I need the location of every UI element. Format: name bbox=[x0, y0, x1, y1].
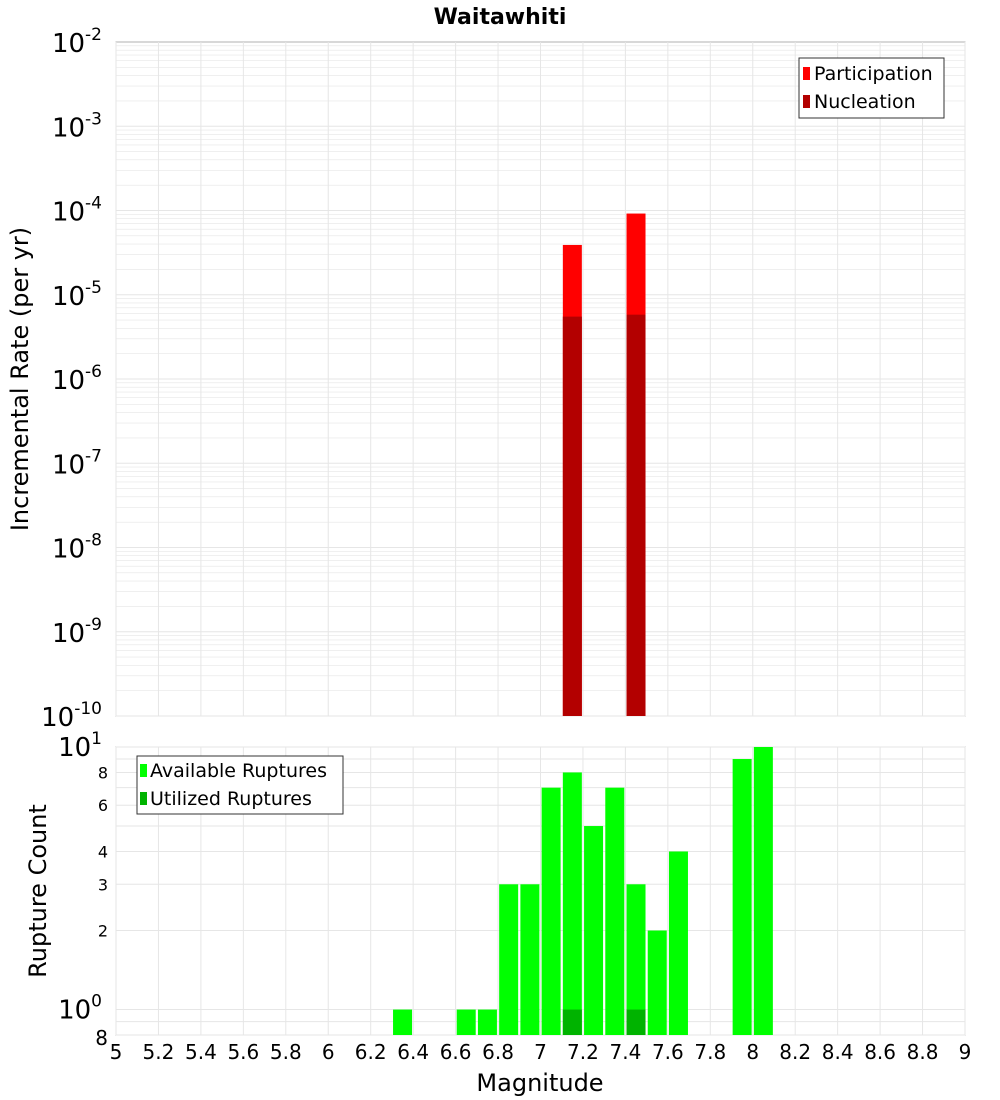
available-ruptures-bar bbox=[520, 884, 540, 1035]
x-tick-label: 7.8 bbox=[694, 1040, 726, 1064]
nucleation-bar bbox=[626, 314, 646, 716]
available-ruptures-bar bbox=[456, 1009, 476, 1035]
bottom-bars bbox=[393, 747, 773, 1035]
available-ruptures-bar bbox=[753, 747, 773, 1035]
bottom-y-tick-label: 3 bbox=[98, 875, 108, 894]
top-y-axis-label: Incremental Rate (per yr) bbox=[6, 227, 34, 531]
legend-label-nucleation: Nucleation bbox=[814, 91, 916, 113]
x-tick-label: 5.8 bbox=[270, 1040, 302, 1064]
x-tick-label: 5.4 bbox=[185, 1040, 217, 1064]
available-ruptures-bar bbox=[541, 787, 561, 1035]
available-ruptures-bar bbox=[477, 1009, 497, 1035]
legend-label-utilized: Utilized Ruptures bbox=[150, 788, 312, 810]
x-tick-label: 7.2 bbox=[567, 1040, 599, 1064]
bottom-legend: Available Ruptures Utilized Ruptures bbox=[136, 755, 344, 815]
bottom-y-tick-label: 100 bbox=[58, 992, 102, 1026]
top-y-tick-label: 10-9 bbox=[52, 615, 102, 649]
bottom-y-tick-label: 101 bbox=[58, 729, 102, 763]
x-tick-label: 6.2 bbox=[355, 1040, 387, 1064]
legend-label-participation: Participation bbox=[814, 63, 933, 85]
x-tick-labels: 5 5.2 5.4 5.6 5.8 6 6.2 6.4 6.6 6.8 7 7.2 7.4 7.6 7.8 8… bbox=[110, 1040, 972, 1064]
bottom-gridlines bbox=[115, 746, 966, 1036]
top-y-tick-label: 10-3 bbox=[52, 109, 102, 143]
top-y-tick-labels: 10-10 10-9 10-8 10-7 10-6 10-5 10-4 10-3 10-2 bbox=[41, 25, 102, 733]
x-tick-label: 9 bbox=[959, 1040, 972, 1064]
bottom-legend-box bbox=[136, 755, 344, 815]
chart-title: Waitawhiti bbox=[434, 5, 567, 30]
top-legend-box bbox=[798, 57, 945, 119]
bottom-y-tick-label: 8 bbox=[95, 1026, 108, 1050]
top-y-tick-label: 10-6 bbox=[52, 362, 102, 396]
x-tick-label: 8.8 bbox=[907, 1040, 939, 1064]
x-tick-label: 6 bbox=[322, 1040, 335, 1064]
x-tick-label: 6.4 bbox=[397, 1040, 429, 1064]
top-gridlines bbox=[115, 42, 966, 717]
legend-swatch-available bbox=[140, 764, 147, 777]
x-tick-label: 8 bbox=[746, 1040, 759, 1064]
top-y-tick-label: 10-8 bbox=[52, 531, 102, 565]
available-ruptures-bar bbox=[626, 884, 646, 1035]
x-tick-label: 8.4 bbox=[822, 1040, 854, 1064]
legend-swatch-nucleation bbox=[803, 95, 810, 108]
top-legend: Participation Nucleation bbox=[798, 57, 945, 119]
x-tick-label: 7.4 bbox=[609, 1040, 641, 1064]
top-y-tick-label: 10-7 bbox=[52, 446, 102, 480]
nucleation-bar bbox=[562, 316, 582, 716]
legend-label-available: Available Ruptures bbox=[150, 760, 327, 782]
x-tick-label: 6.8 bbox=[482, 1040, 514, 1064]
bottom-y-tick-label: 4 bbox=[98, 842, 108, 861]
available-ruptures-bar bbox=[732, 759, 752, 1035]
x-tick-label: 6.6 bbox=[440, 1040, 472, 1064]
x-tick-label: 5.2 bbox=[143, 1040, 175, 1064]
x-tick-label: 7 bbox=[534, 1040, 547, 1064]
bottom-y-tick-label: 2 bbox=[98, 922, 108, 941]
x-tick-label: 8.2 bbox=[779, 1040, 811, 1064]
x-tick-label: 5.6 bbox=[227, 1040, 259, 1064]
available-ruptures-bar bbox=[647, 930, 667, 1035]
utilized-ruptures-bar bbox=[626, 1009, 646, 1035]
x-tick-label: 7.6 bbox=[652, 1040, 684, 1064]
utilized-ruptures-bar bbox=[562, 1009, 582, 1035]
bottom-y-axis-label: Rupture Count bbox=[24, 804, 52, 978]
bottom-y-tick-label: 8 bbox=[98, 763, 108, 782]
bottom-y-tick-label: 6 bbox=[98, 796, 108, 815]
x-axis-label: Magnitude bbox=[476, 1069, 603, 1097]
available-ruptures-bar bbox=[584, 826, 604, 1035]
available-ruptures-bar bbox=[668, 851, 688, 1035]
available-ruptures-bar bbox=[393, 1009, 413, 1035]
top-y-tick-label: 10-10 bbox=[41, 699, 102, 733]
available-ruptures-bar bbox=[562, 772, 582, 1035]
top-bars bbox=[562, 213, 646, 716]
x-tick-label: 5 bbox=[110, 1040, 123, 1064]
top-y-tick-label: 10-5 bbox=[52, 278, 102, 312]
available-ruptures-bar bbox=[605, 787, 625, 1035]
top-y-tick-label: 10-4 bbox=[52, 194, 102, 228]
available-ruptures-bar bbox=[499, 884, 519, 1035]
legend-swatch-utilized bbox=[140, 792, 147, 805]
legend-swatch-participation bbox=[803, 67, 810, 80]
x-tick-label: 8.6 bbox=[864, 1040, 896, 1064]
top-y-tick-label: 10-2 bbox=[52, 25, 102, 59]
